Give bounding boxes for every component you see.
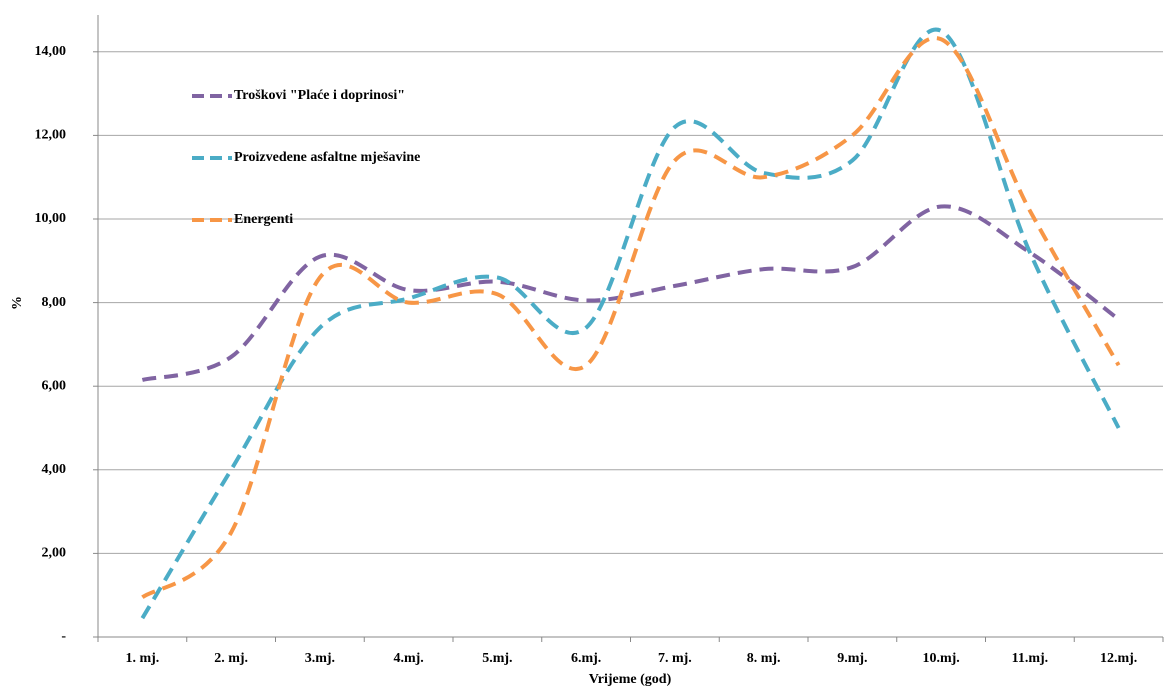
series-line [141, 204, 1120, 382]
x-tick-label: 2. mj. [214, 651, 248, 666]
y-tick-label: 14,00 [35, 44, 67, 59]
y-tick-label: 4,00 [42, 462, 67, 477]
x-tick-label: 4.mj. [393, 651, 423, 666]
y-tick-label: 12,00 [35, 128, 67, 143]
x-tick-label: 1. mj. [125, 651, 159, 666]
y-tick-label: - [61, 629, 66, 644]
y-tick-label: 10,00 [35, 211, 67, 226]
legend-label: Proizvedene asfaltne mješavine [234, 150, 420, 165]
x-tick-label: 5.mj. [482, 651, 512, 666]
legend-label: Troškovi "Plaće i doprinosi" [234, 88, 405, 103]
x-tick-label: 7. mj. [658, 651, 692, 666]
x-tick-label: 3.mj. [305, 651, 335, 666]
x-tick-label: 6.mj. [571, 651, 601, 666]
x-tick-label: 8. mj. [747, 651, 781, 666]
y-tick-label: 2,00 [42, 546, 67, 561]
x-tick-label: 9.mj. [837, 651, 867, 666]
x-axis-title: Vrijeme (god) [589, 672, 672, 687]
x-tick-label: 10.mj. [922, 651, 959, 666]
series-line [141, 36, 1121, 599]
x-tick-label: 11.mj. [1012, 651, 1049, 666]
y-tick-label: 6,00 [42, 378, 67, 393]
series-line [140, 27, 1121, 620]
x-tick-label: 12.mj. [1100, 651, 1137, 666]
y-tick-label: 8,00 [42, 295, 67, 310]
y-axis-title: % [10, 296, 25, 310]
legend-label: Energenti [234, 212, 293, 227]
